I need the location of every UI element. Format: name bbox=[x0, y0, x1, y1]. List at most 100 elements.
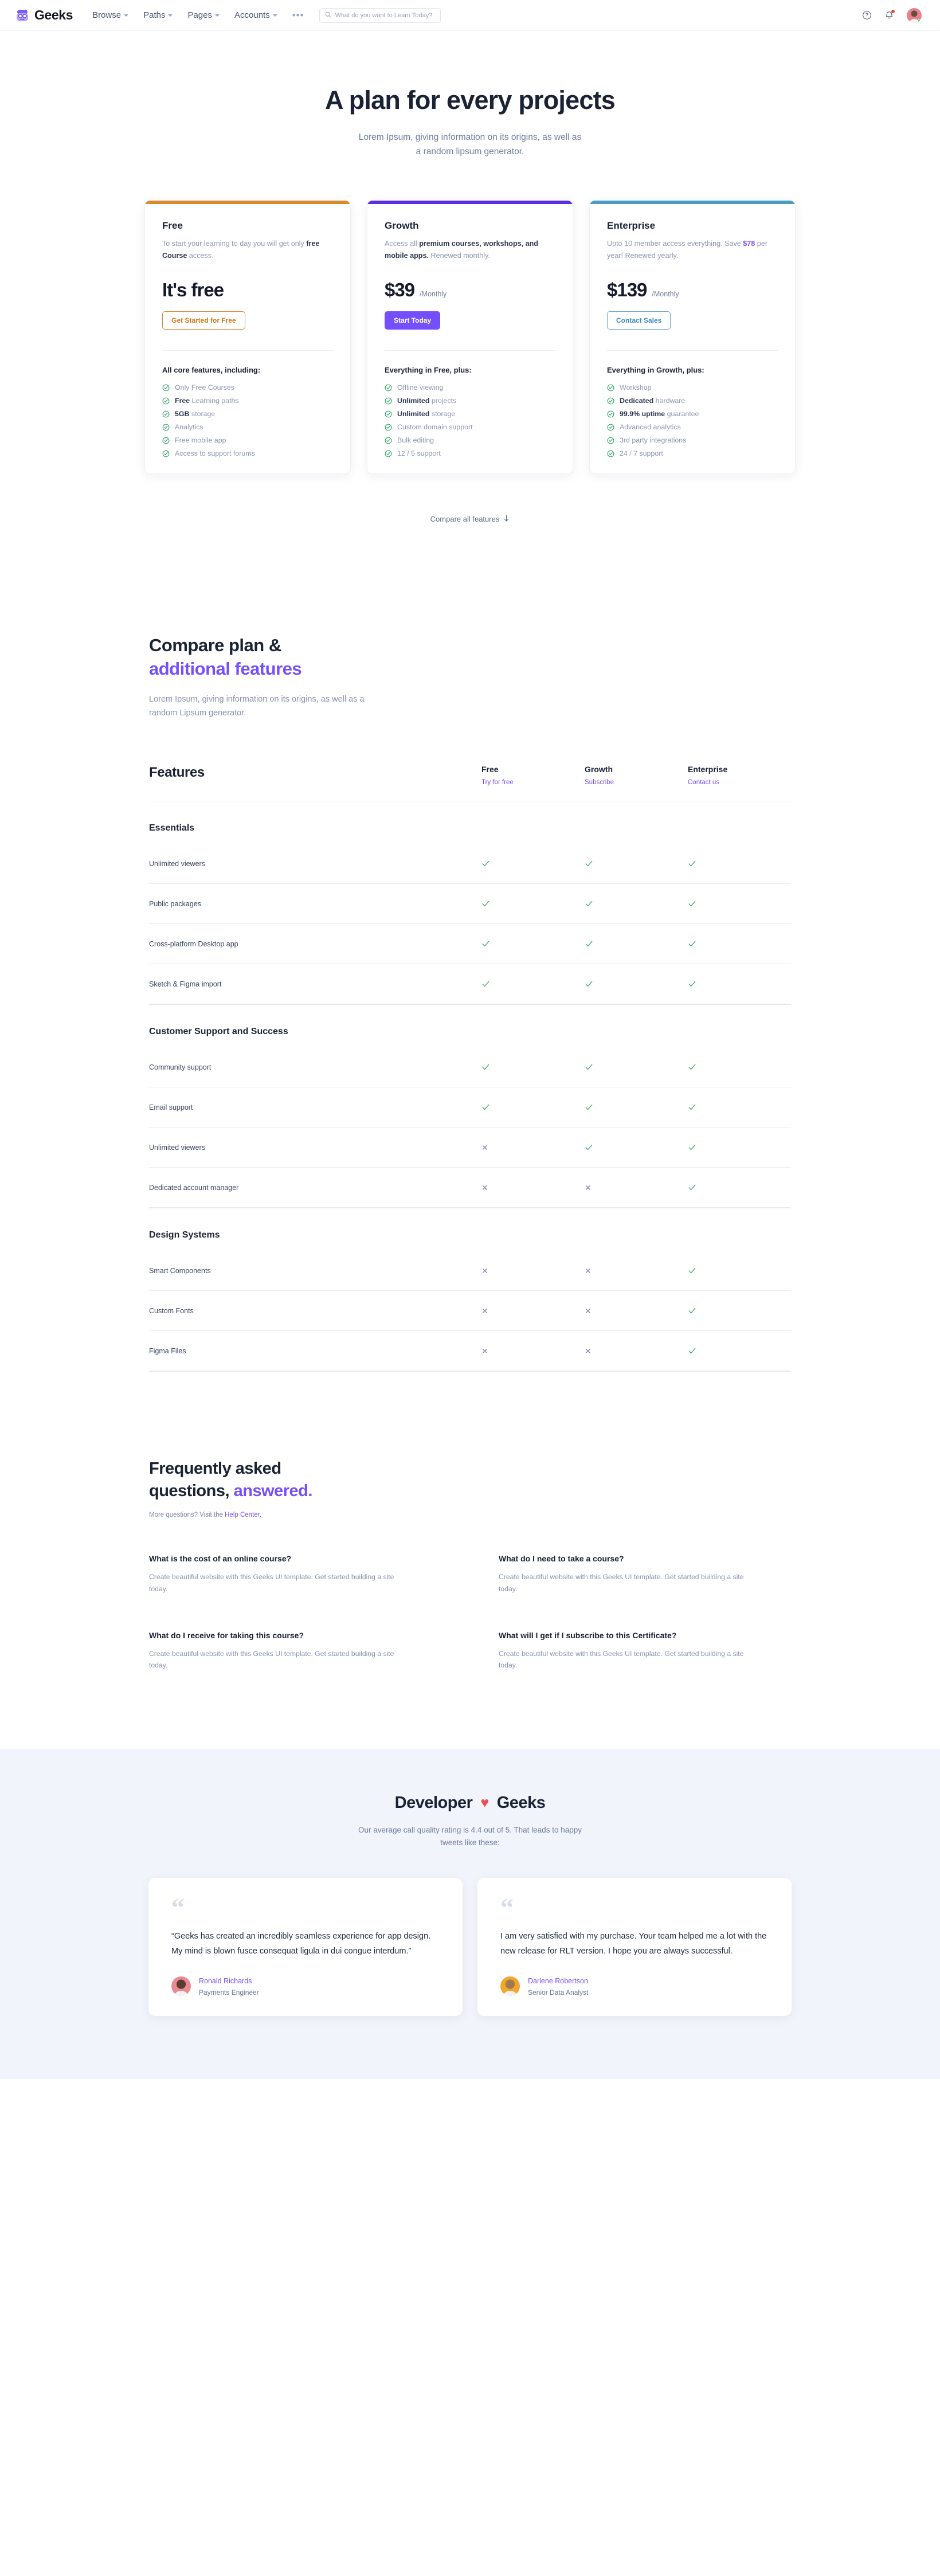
plan-desc-bold: free Course bbox=[162, 240, 320, 260]
plan-column-action[interactable]: Contact us bbox=[688, 779, 719, 786]
testimonials-heading-post: Geeks bbox=[496, 1794, 546, 1812]
check-icon bbox=[688, 1103, 696, 1111]
plan-feature-bold: Free bbox=[175, 397, 190, 405]
feature-group-title: Essentials bbox=[149, 823, 195, 833]
plan-accent-bar bbox=[145, 201, 350, 205]
plan-description: Access all premium courses, workshops, a… bbox=[385, 238, 555, 262]
plan-description: Upto 10 member access everything. Save $… bbox=[607, 238, 778, 262]
feature-row-cell: ✕ bbox=[481, 1184, 585, 1192]
nav-item-accounts-label: Accounts bbox=[234, 10, 270, 20]
faq-heading-line1: Frequently asked bbox=[149, 1459, 281, 1478]
avatar[interactable] bbox=[907, 7, 922, 23]
feature-row-cell bbox=[481, 899, 585, 908]
plan-accent-bar bbox=[367, 201, 573, 205]
bell-icon[interactable] bbox=[884, 10, 895, 20]
online-status-dot bbox=[918, 18, 922, 23]
feature-row-label: Dedicated account manager bbox=[149, 1183, 239, 1192]
search-input[interactable] bbox=[335, 11, 435, 19]
plan-feature-text: guarantee bbox=[665, 410, 699, 418]
faq-item: What do I need to take a course? Create … bbox=[499, 1554, 791, 1595]
feature-group-title: Design Systems bbox=[149, 1230, 220, 1240]
feature-row-cell bbox=[481, 1063, 585, 1071]
nav-item-pages[interactable]: Pages bbox=[187, 10, 220, 20]
plan-feature-item: Free Learning paths bbox=[162, 397, 333, 405]
faq-more-questions: More questions? Visit the Help Center. bbox=[149, 1512, 791, 1518]
testimonial-author-name[interactable]: Ronald Richards bbox=[199, 1976, 252, 1985]
feature-group-title: Customer Support and Success bbox=[149, 1027, 288, 1037]
nav-item-paths[interactable]: Paths bbox=[143, 10, 173, 20]
quote-icon: “ bbox=[171, 1893, 185, 1923]
features-column-title: Features bbox=[149, 765, 205, 781]
faq-grid: What is the cost of an online course? Cr… bbox=[149, 1518, 791, 1672]
nav-overflow-icon[interactable]: ••• bbox=[292, 10, 304, 21]
feature-row-label: Figma Files bbox=[149, 1346, 186, 1355]
page-title: A plan for every projects bbox=[324, 85, 616, 115]
plan-column-action[interactable]: Try for free bbox=[481, 779, 514, 786]
feature-row-cell bbox=[688, 1183, 791, 1192]
plan-feature-item: 12 / 5 support bbox=[385, 449, 555, 457]
plan-card-enterprise: Enterprise Upto 10 member access everyth… bbox=[589, 200, 796, 474]
feature-row-cell bbox=[688, 1306, 791, 1315]
cross-icon: ✕ bbox=[481, 1183, 488, 1192]
feature-row: Unlimited viewers bbox=[149, 844, 791, 884]
pricing-cards: Free To start your learning to day you w… bbox=[0, 186, 940, 474]
feature-row-cell bbox=[585, 1143, 688, 1152]
cross-icon: ✕ bbox=[585, 1306, 592, 1316]
nav-item-browse[interactable]: Browse bbox=[92, 10, 129, 20]
feature-row-cell bbox=[688, 1063, 791, 1071]
plan-column-action[interactable]: Subscribe bbox=[585, 779, 614, 786]
check-icon bbox=[688, 859, 696, 868]
check-circle-icon bbox=[607, 397, 614, 405]
compare-all-features-link[interactable]: Compare all features bbox=[430, 514, 510, 524]
plan-feature-item: Unlimited storage bbox=[385, 410, 555, 418]
testimonial-author-name[interactable]: Darlene Robertson bbox=[528, 1976, 588, 1985]
faq-more-text: More questions? Visit the bbox=[149, 1511, 225, 1518]
help-center-link[interactable]: Help Center. bbox=[225, 1511, 262, 1518]
testimonials-heading: Developer ♥ Geeks bbox=[0, 1794, 940, 1812]
check-icon bbox=[688, 1346, 696, 1355]
plan-name: Growth bbox=[385, 220, 419, 232]
plan-desc-pre: To start your learning to day you will g… bbox=[162, 240, 307, 248]
testimonial-text: “Geeks has created an incredibly seamles… bbox=[171, 1932, 431, 1956]
check-icon bbox=[688, 980, 696, 988]
plan-feature-item: Dedicated hardware bbox=[607, 397, 778, 405]
plan-desc-post: per year! Renewed yearly. bbox=[607, 240, 768, 260]
faq-question: What is the cost of an online course? bbox=[149, 1553, 292, 1563]
plan-period: /Monthly bbox=[652, 290, 679, 298]
faq-item: What will I get if I subscribe to this C… bbox=[499, 1631, 791, 1672]
feature-row: Cross-platform Desktop app bbox=[149, 924, 791, 965]
plan-feature-text: Bulk editing bbox=[397, 436, 434, 444]
testimonial-card: “ I am very satisfied with my purchase. … bbox=[477, 1878, 792, 2016]
compare-heading-line1: Compare plan & bbox=[149, 635, 281, 655]
compare-heading-line2: additional features bbox=[149, 659, 302, 679]
plan-feature-item: Only Free Courses bbox=[162, 383, 333, 392]
feature-row-cell: ✕ bbox=[481, 1144, 585, 1152]
question-circle-icon[interactable] bbox=[862, 10, 872, 20]
feature-row-cell: ✕ bbox=[481, 1307, 585, 1315]
plan-cta-button-enterprise[interactable]: Contact Sales bbox=[607, 311, 671, 330]
plan-feature-text: Advanced analytics bbox=[620, 423, 681, 431]
testimonial-author-role: Payments Engineer bbox=[199, 1988, 259, 1996]
feature-row-cell: ✕ bbox=[481, 1347, 585, 1355]
feature-row-cell bbox=[585, 1103, 688, 1111]
plan-feature-item: Bulk editing bbox=[385, 436, 555, 444]
compare-all-features-wrap: Compare all features bbox=[0, 474, 940, 524]
plan-cta-button-free[interactable]: Get Started for Free bbox=[162, 311, 245, 330]
feature-row-cell bbox=[481, 980, 585, 988]
feature-row: Sketch & Figma import bbox=[149, 964, 791, 1005]
plan-feature-text: Learning paths bbox=[190, 397, 239, 405]
nav-item-accounts[interactable]: Accounts bbox=[234, 10, 277, 20]
plan-feature-bold: Unlimited bbox=[397, 410, 430, 418]
brand-logo[interactable]: Geeks bbox=[15, 7, 73, 23]
navbar-right-actions bbox=[862, 7, 925, 23]
cross-icon: ✕ bbox=[481, 1266, 488, 1275]
avatar bbox=[171, 1976, 191, 1996]
feature-row: Community support bbox=[149, 1047, 791, 1088]
plan-feature-item: Free mobile app bbox=[162, 436, 333, 444]
check-circle-icon bbox=[607, 410, 614, 418]
feature-row-label: Smart Components bbox=[149, 1266, 211, 1275]
plan-price-row: It's free bbox=[162, 279, 333, 301]
search-box[interactable] bbox=[319, 7, 441, 23]
cross-icon: ✕ bbox=[585, 1183, 592, 1192]
plan-cta-button-growth[interactable]: Start Today bbox=[385, 311, 441, 330]
